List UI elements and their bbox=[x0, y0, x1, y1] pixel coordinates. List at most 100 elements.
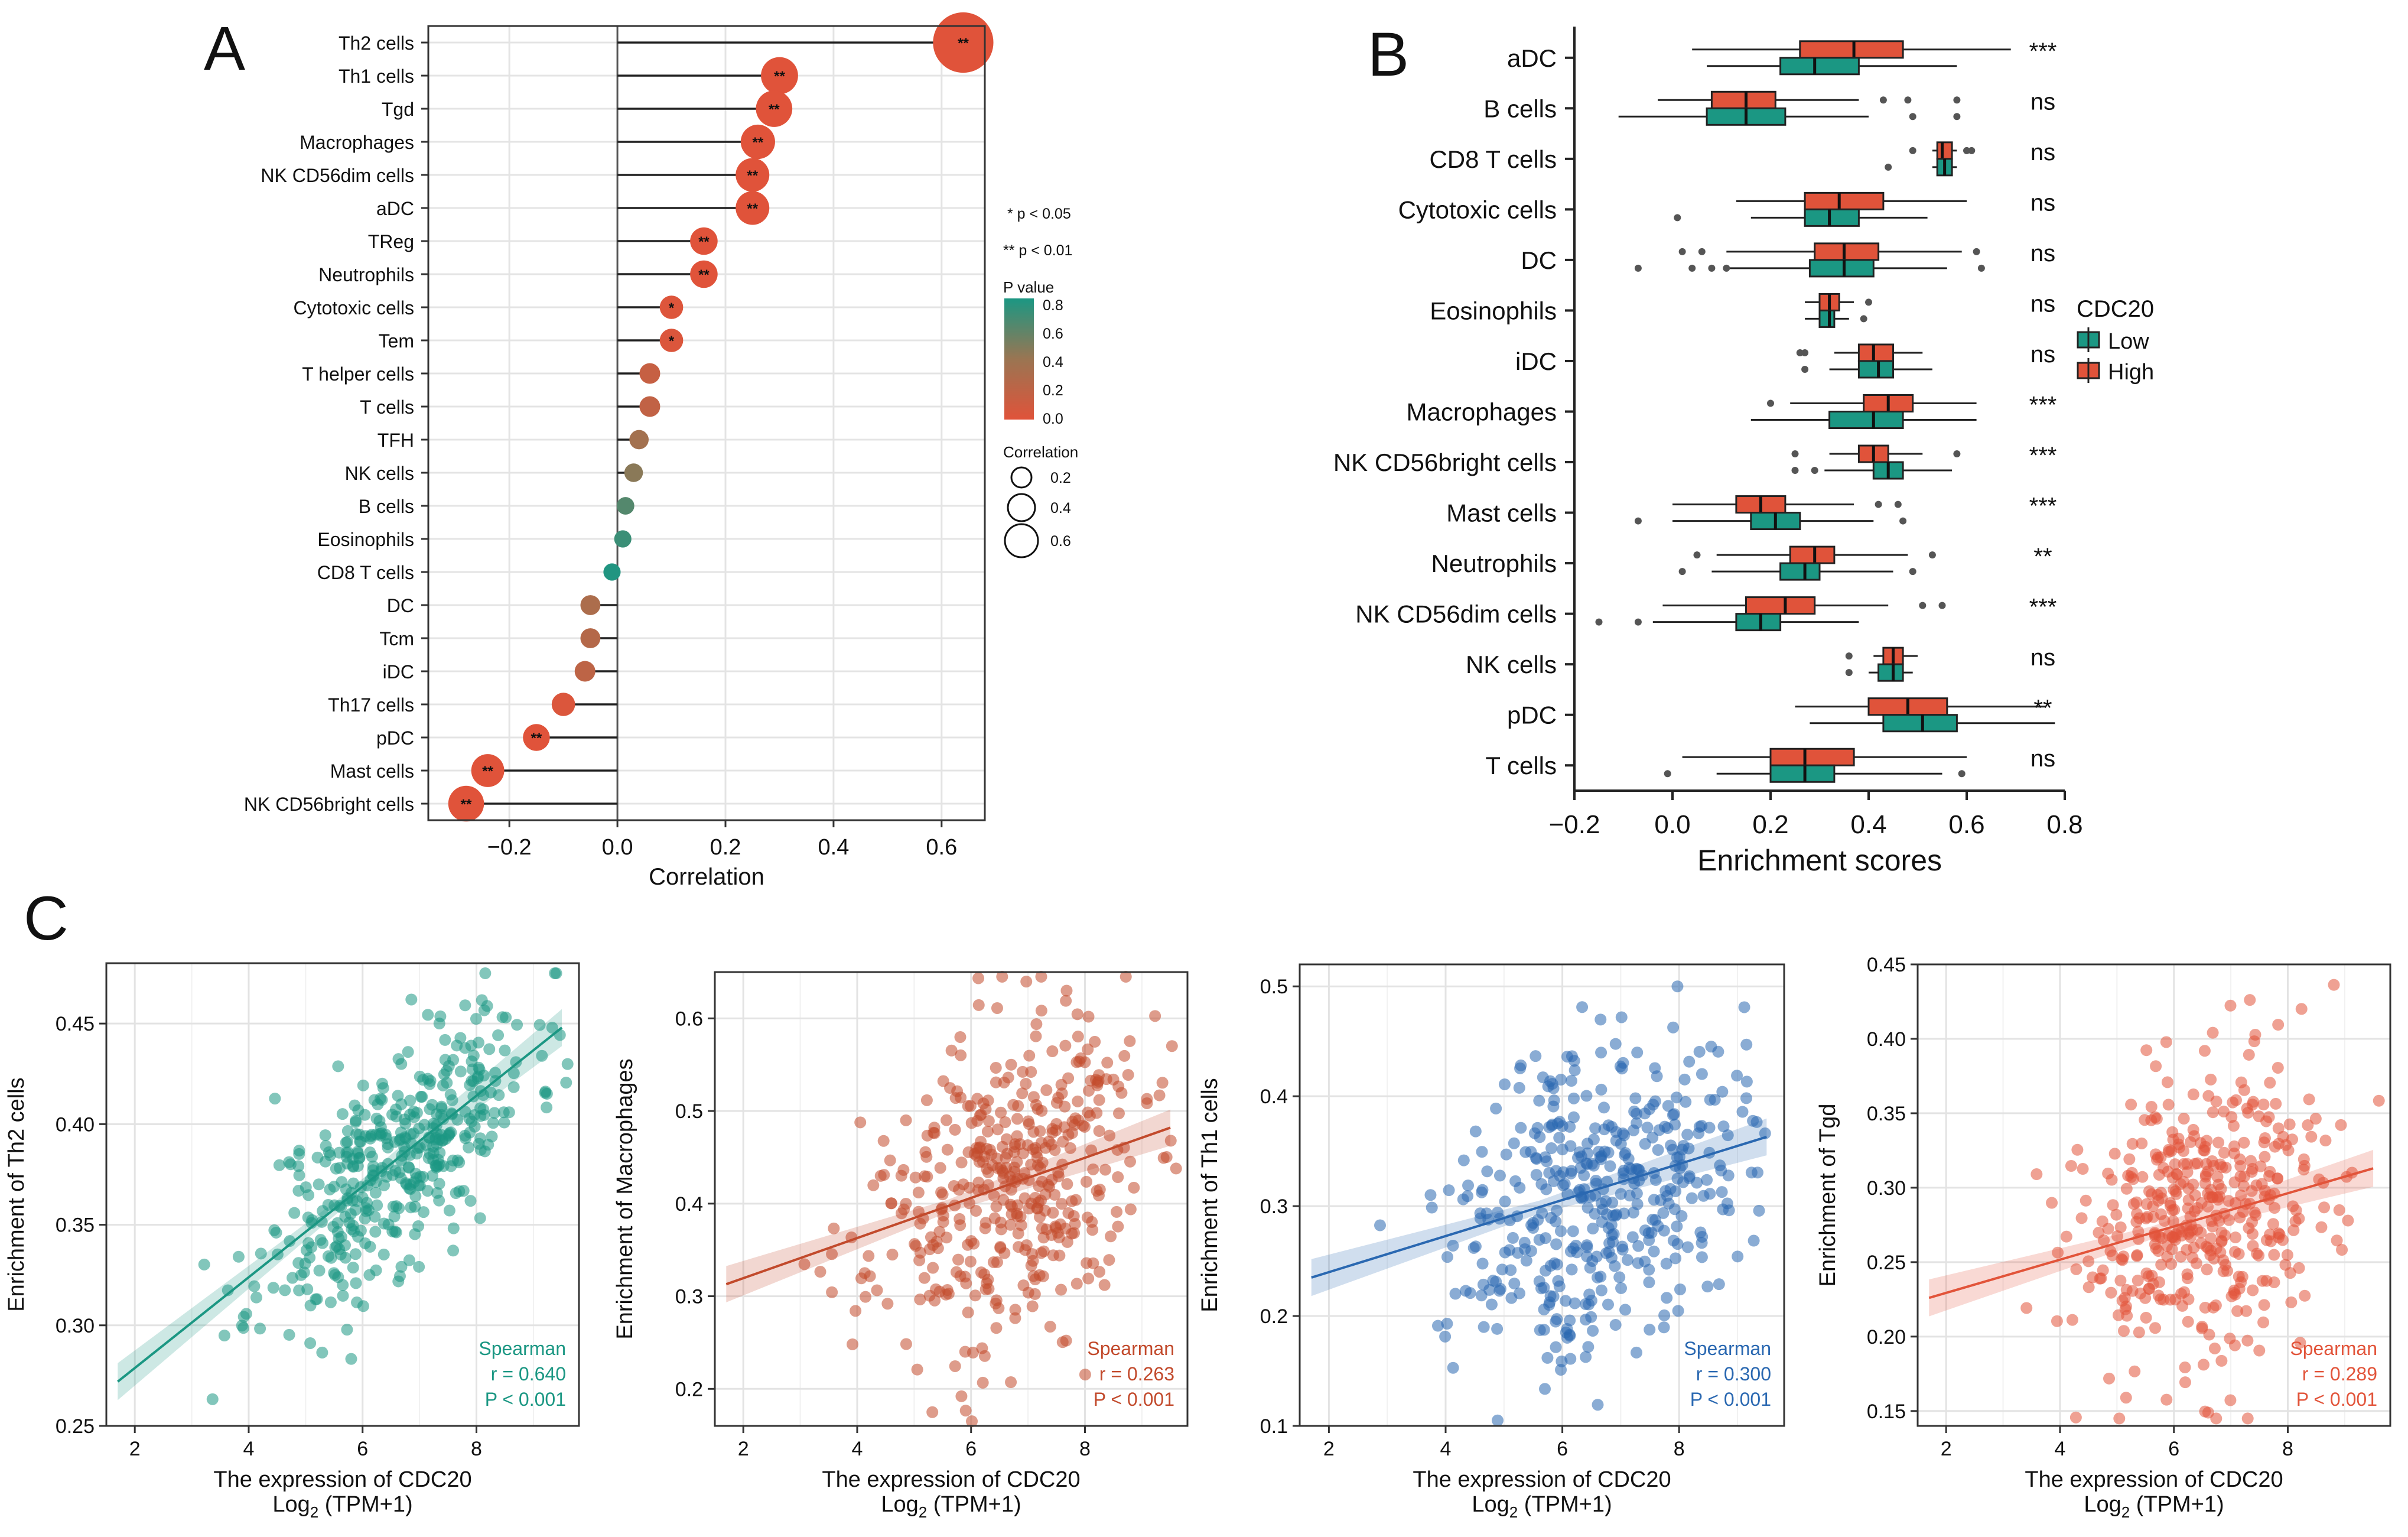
box-outlier bbox=[1678, 568, 1686, 576]
scatter-point bbox=[1122, 1068, 1134, 1081]
scatter-point bbox=[2228, 1339, 2241, 1351]
scatter-point bbox=[315, 1216, 328, 1228]
scatter-point bbox=[1581, 1250, 1593, 1263]
stats-method: Spearman bbox=[1684, 1338, 1771, 1359]
scatter-point bbox=[1035, 1005, 1047, 1017]
scatter-point bbox=[1740, 1092, 1752, 1104]
scatter-point bbox=[1693, 1127, 1705, 1139]
scatter-point bbox=[2205, 1244, 2217, 1257]
scatter-point bbox=[345, 1187, 357, 1199]
scatter-point bbox=[2236, 1270, 2248, 1283]
scatter-point bbox=[339, 1239, 352, 1252]
scatter-point bbox=[2097, 1264, 2109, 1276]
scatter-point bbox=[1515, 1122, 1527, 1134]
scatter-point bbox=[2102, 1223, 2114, 1235]
scatter-point bbox=[1673, 1151, 1685, 1163]
scatter-point bbox=[487, 1117, 499, 1129]
scatter-point bbox=[1008, 1165, 1020, 1178]
category-label: Tcm bbox=[379, 628, 414, 649]
scatter-point bbox=[1141, 1093, 1153, 1105]
size-legend-circle bbox=[1010, 466, 1033, 489]
scatter-point bbox=[2181, 1243, 2193, 1256]
scatter-point bbox=[1477, 1278, 1489, 1291]
scatter-point bbox=[1500, 1148, 1512, 1161]
scatter-point bbox=[283, 1328, 295, 1341]
scatter-point bbox=[341, 1125, 354, 1137]
scatter-point bbox=[1062, 1072, 1075, 1084]
legend-label-high: High bbox=[2108, 360, 2154, 385]
scatter-point bbox=[357, 1300, 369, 1312]
scatter-point bbox=[1667, 1021, 1680, 1034]
scatter-point bbox=[1609, 1318, 1622, 1331]
scatter-point bbox=[1674, 1283, 1686, 1296]
scatter-point bbox=[2240, 1305, 2253, 1317]
scatter-point bbox=[2181, 1272, 2194, 1285]
scatter-point bbox=[1596, 1216, 1608, 1228]
scatter-point bbox=[850, 1305, 862, 1317]
scatter-point bbox=[1609, 1038, 1622, 1050]
scatter-point bbox=[1015, 1219, 1027, 1231]
box bbox=[1814, 242, 1880, 261]
significance-mark: ** bbox=[2033, 544, 2052, 570]
regression-line bbox=[1311, 1136, 1767, 1279]
scatter-point bbox=[2224, 1394, 2237, 1406]
scatter-point bbox=[1556, 1355, 1568, 1367]
scatter-point bbox=[1090, 1074, 1102, 1086]
scatter-point bbox=[474, 1212, 486, 1224]
y-tick-label: 0.5 bbox=[1260, 976, 1288, 998]
scatter-point bbox=[1082, 1272, 1095, 1285]
scatter-point bbox=[1641, 1122, 1654, 1134]
category-label: Eosinophils bbox=[317, 529, 414, 550]
category-label: B cells bbox=[1483, 95, 1557, 122]
y-tick-label: 0.45 bbox=[56, 1013, 95, 1035]
scatter-point bbox=[1554, 1225, 1567, 1237]
scatter-point bbox=[940, 1288, 952, 1301]
scatter-point bbox=[1716, 1086, 1729, 1098]
scatter-point bbox=[2238, 1084, 2250, 1096]
scatter-point bbox=[2117, 1250, 2130, 1263]
scatter-point bbox=[798, 1258, 811, 1270]
scatter-point bbox=[2241, 1334, 2254, 1347]
scatter-point bbox=[1643, 1234, 1655, 1246]
scatter-point bbox=[1629, 1092, 1642, 1104]
scatter-point bbox=[404, 1094, 416, 1107]
scatter-point bbox=[1469, 1240, 1482, 1253]
scatter-point bbox=[991, 1123, 1004, 1136]
scatter-point bbox=[1111, 1205, 1123, 1218]
scatter-point bbox=[2120, 1283, 2133, 1296]
scatter-point bbox=[1740, 1075, 1753, 1088]
scatter-point bbox=[1093, 1094, 1105, 1106]
box-outlier bbox=[1909, 147, 1916, 154]
scatter-point bbox=[2282, 1144, 2295, 1156]
scatter-point bbox=[1697, 1190, 1710, 1202]
scatter-point bbox=[304, 1337, 317, 1349]
scatter-point bbox=[1566, 1263, 1578, 1276]
scatter-point bbox=[1626, 1231, 1639, 1243]
y-axis-title: Enrichment of Th2 cells bbox=[4, 1077, 29, 1311]
y-tick-label: 0.5 bbox=[675, 1100, 703, 1123]
x-axis-subtitle-part: Log bbox=[2084, 1492, 2121, 1517]
plot-border bbox=[1916, 963, 2391, 1427]
scatter-point bbox=[492, 1029, 505, 1041]
scatter-point bbox=[962, 1100, 974, 1112]
scatter-point bbox=[1515, 1059, 1527, 1071]
scatter-point bbox=[2107, 1199, 2119, 1211]
x-axis-subtitle-part: Log bbox=[272, 1492, 310, 1517]
scatter-point bbox=[2202, 1200, 2214, 1213]
scatter-point bbox=[1054, 1218, 1066, 1230]
scatter-point bbox=[2243, 1048, 2255, 1061]
scatter-point bbox=[2231, 1305, 2244, 1317]
scatter-point bbox=[2082, 1281, 2095, 1294]
scatter-point bbox=[1040, 1084, 1053, 1096]
box-outlier bbox=[1791, 450, 1799, 458]
scatter-point bbox=[2161, 1076, 2173, 1088]
scatter-point bbox=[2182, 1315, 2194, 1328]
significance-mark: * bbox=[669, 300, 675, 316]
colorbar-tick-label: 0.4 bbox=[1043, 354, 1063, 371]
scatter-point bbox=[459, 1132, 471, 1145]
lollipop-dot bbox=[471, 754, 505, 787]
lollipop-dot bbox=[740, 124, 775, 160]
scatter-point bbox=[2080, 1194, 2092, 1207]
significance-mark: ** bbox=[958, 35, 969, 51]
